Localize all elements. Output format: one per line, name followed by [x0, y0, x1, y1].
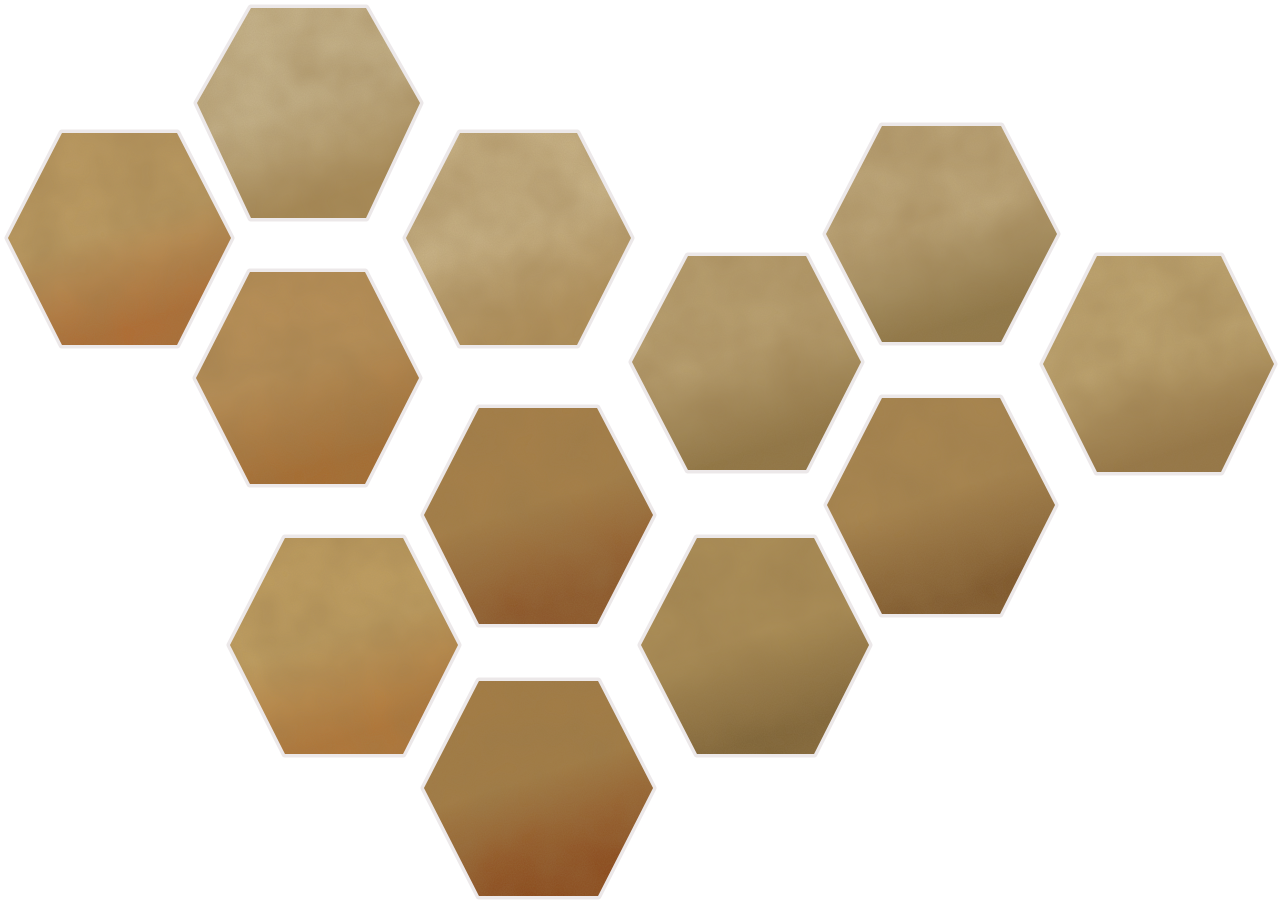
- tile-grain-texture: [230, 538, 458, 754]
- tile-grain-texture: [826, 126, 1057, 342]
- hexagon-tile-12: [424, 681, 653, 896]
- tile-grain-texture: [827, 398, 1055, 614]
- hexagon-tile-5: [632, 256, 861, 470]
- hexagon-tile-10: [230, 538, 458, 754]
- hexagon-tile-4: [196, 272, 419, 484]
- tile-grain-texture: [8, 133, 231, 345]
- tile-grain-texture: [196, 272, 419, 484]
- hexagon-tile-3: [406, 133, 631, 345]
- hexagon-tile-9: [827, 398, 1055, 614]
- hexagon-tile-1: [197, 8, 420, 218]
- hexagon-tile-8: [424, 408, 653, 624]
- hexagon-tile-7: [1043, 256, 1274, 472]
- hexagon-tile-11: [641, 538, 869, 754]
- tile-grain-texture: [424, 681, 653, 896]
- tile-grain-texture: [632, 256, 861, 470]
- tile-grain-texture: [641, 538, 869, 754]
- hexagon-tile-2: [8, 133, 231, 345]
- hexagon-tile-6: [826, 126, 1057, 342]
- tile-grain-texture: [424, 408, 653, 624]
